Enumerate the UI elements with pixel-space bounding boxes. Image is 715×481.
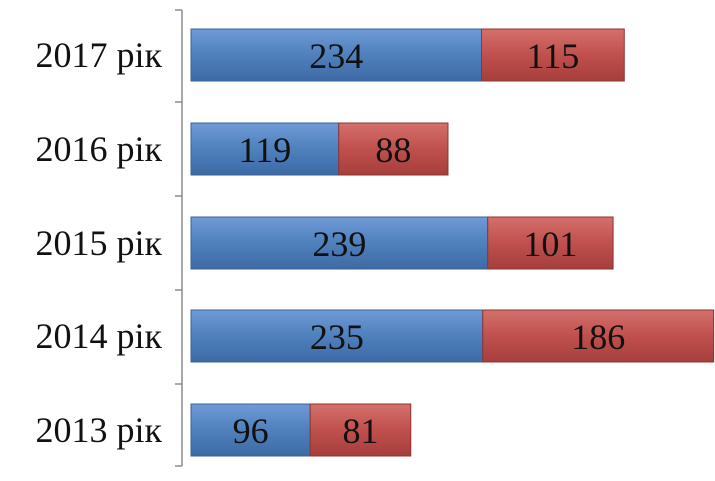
bars bbox=[190, 28, 715, 457]
bar-segment-blue bbox=[190, 403, 311, 457]
bar-segment-red bbox=[482, 309, 715, 363]
data-label: 96 bbox=[233, 411, 269, 451]
bar-segment-red bbox=[309, 403, 412, 457]
data-label: 186 bbox=[571, 317, 625, 357]
category-label: 2016 рік bbox=[36, 129, 163, 169]
y-axis bbox=[175, 9, 183, 467]
category-label: 2015 рік bbox=[36, 223, 163, 263]
data-label: 235 bbox=[310, 317, 364, 357]
category-label: 2014 рік bbox=[36, 316, 163, 356]
data-label: 88 bbox=[375, 130, 411, 170]
bar-segment-red bbox=[338, 122, 449, 176]
category-label: 2017 рік bbox=[36, 35, 163, 75]
bar-segment-blue bbox=[190, 122, 340, 176]
bar-segment-blue bbox=[190, 28, 483, 82]
data-label: 81 bbox=[342, 411, 378, 451]
labels: 2017 рік 234 115 2016 рік 119 88 2015 рік 239 10… bbox=[36, 35, 626, 451]
bar-segment-blue bbox=[190, 216, 489, 270]
bar-segment-red bbox=[481, 28, 625, 82]
bar-segment-red bbox=[487, 216, 614, 270]
data-label: 115 bbox=[527, 36, 580, 76]
category-label: 2013 рік bbox=[36, 410, 163, 450]
data-label: 119 bbox=[239, 130, 292, 170]
data-label: 234 bbox=[309, 36, 363, 76]
data-label: 239 bbox=[312, 224, 366, 264]
data-label: 101 bbox=[523, 224, 577, 264]
